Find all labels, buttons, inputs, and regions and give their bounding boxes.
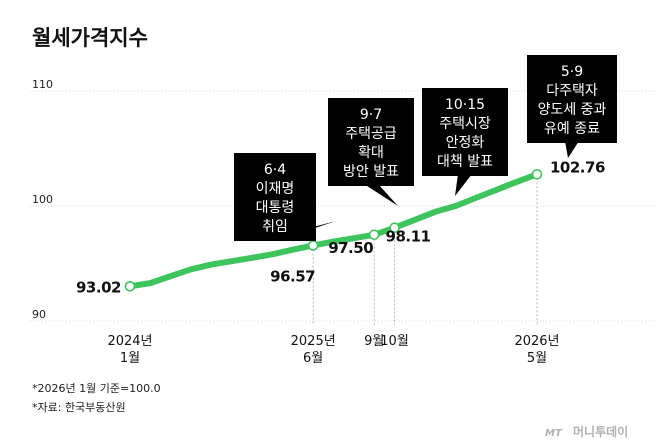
logo: MT 머니투데이 <box>545 424 628 439</box>
y-axis-ticks: 110 100 90 <box>32 78 53 321</box>
x-tick-label: 9월 <box>364 334 384 349</box>
annotation-text: 대책 발표 <box>437 154 493 170</box>
annotation-text: 안정화 <box>446 135 485 151</box>
x-tick-label: 2026년 <box>514 334 559 349</box>
data-point <box>368 229 380 241</box>
annotation-pointer <box>364 184 398 206</box>
y-tick-label: 110 <box>32 78 53 91</box>
logo-mark: MT <box>545 428 563 439</box>
annotation-box <box>328 98 414 186</box>
logo-text: 머니투데이 <box>573 424 628 439</box>
annotation-text: 취임 <box>262 219 288 235</box>
annotation-text: 주택공급 <box>345 126 397 142</box>
value-label: 96.57 <box>270 267 315 285</box>
chart-title: 월세가격지수 <box>32 26 148 50</box>
annotation-text: 대통령 <box>256 200 295 216</box>
annotation-text: 10·15 <box>445 97 485 113</box>
annotation-box <box>527 55 617 143</box>
footnote-base: *2026년 1월 기준=100.0 <box>32 382 161 395</box>
value-label: 93.02 <box>76 278 121 296</box>
highlight-points <box>124 168 543 292</box>
annotation-text: 방안 발표 <box>343 164 399 180</box>
annotation-text: 이재명 <box>256 181 295 197</box>
annotation-box <box>422 88 508 176</box>
annotation-box <box>234 153 316 241</box>
annotation-text: 6·4 <box>264 162 286 178</box>
annotation-text: 9·7 <box>360 107 382 123</box>
y-tick-label: 90 <box>32 308 46 321</box>
series-layer <box>127 171 540 290</box>
value-label: 102.76 <box>550 158 605 176</box>
value-label: 97.50 <box>328 239 373 257</box>
annotation-text: 5·9 <box>561 64 583 80</box>
annotation-text: 확대 <box>358 145 384 161</box>
x-tick-label: 1월 <box>120 351 140 366</box>
annotation-text: 주택시장 <box>439 116 491 132</box>
gridlines <box>30 90 655 322</box>
series-line <box>127 171 540 290</box>
value-label: 98.11 <box>386 228 431 246</box>
x-tick-label: 2024년 <box>107 334 152 349</box>
annotation-text: 다주택자 <box>546 83 598 99</box>
footnote-source: *자료: 한국부동산원 <box>32 401 126 414</box>
y-tick-label: 100 <box>32 193 53 206</box>
x-tick-label: 5월 <box>527 351 547 366</box>
data-point <box>389 222 400 234</box>
data-point <box>531 168 543 180</box>
x-tick-label: 2025년 <box>291 334 336 349</box>
data-point <box>124 280 136 292</box>
annotation-text: 유예 종료 <box>544 121 600 137</box>
x-tick-label: 6월 <box>303 351 323 366</box>
annotation-text: 양도세 중과 <box>538 102 607 118</box>
value-labels: 93.02 96.57 97.50 98.11 102.76 <box>76 158 605 296</box>
annotation-pointer <box>565 141 579 158</box>
data-point <box>307 240 319 251</box>
x-tick-label: 10월 <box>380 334 409 349</box>
x-guides <box>312 174 538 325</box>
annotation-pointer <box>455 174 472 196</box>
